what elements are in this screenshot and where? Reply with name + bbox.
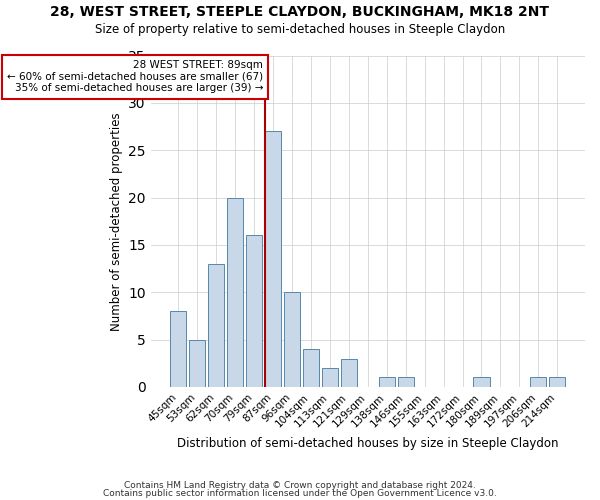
Bar [227, 198, 243, 387]
Text: Contains public sector information licensed under the Open Government Licence v3: Contains public sector information licen… [103, 488, 497, 498]
Bar [246, 236, 262, 387]
Bar [265, 132, 281, 387]
Bar [379, 378, 395, 387]
X-axis label: Distribution of semi-detached houses by size in Steeple Claydon: Distribution of semi-detached houses by … [177, 437, 559, 450]
Bar [208, 264, 224, 387]
Bar [284, 292, 300, 387]
Text: 28, WEST STREET, STEEPLE CLAYDON, BUCKINGHAM, MK18 2NT: 28, WEST STREET, STEEPLE CLAYDON, BUCKIN… [50, 5, 550, 19]
Y-axis label: Number of semi-detached properties: Number of semi-detached properties [110, 112, 122, 330]
Bar [549, 378, 565, 387]
Bar [190, 340, 205, 387]
Bar [473, 378, 490, 387]
Bar [303, 349, 319, 387]
Text: Contains HM Land Registry data © Crown copyright and database right 2024.: Contains HM Land Registry data © Crown c… [124, 481, 476, 490]
Bar [322, 368, 338, 387]
Bar [170, 311, 187, 387]
Bar [398, 378, 414, 387]
Text: Size of property relative to semi-detached houses in Steeple Claydon: Size of property relative to semi-detach… [95, 22, 505, 36]
Bar [530, 378, 547, 387]
Text: 28 WEST STREET: 89sqm
← 60% of semi-detached houses are smaller (67)
35% of semi: 28 WEST STREET: 89sqm ← 60% of semi-deta… [7, 60, 263, 94]
Bar [341, 358, 357, 387]
